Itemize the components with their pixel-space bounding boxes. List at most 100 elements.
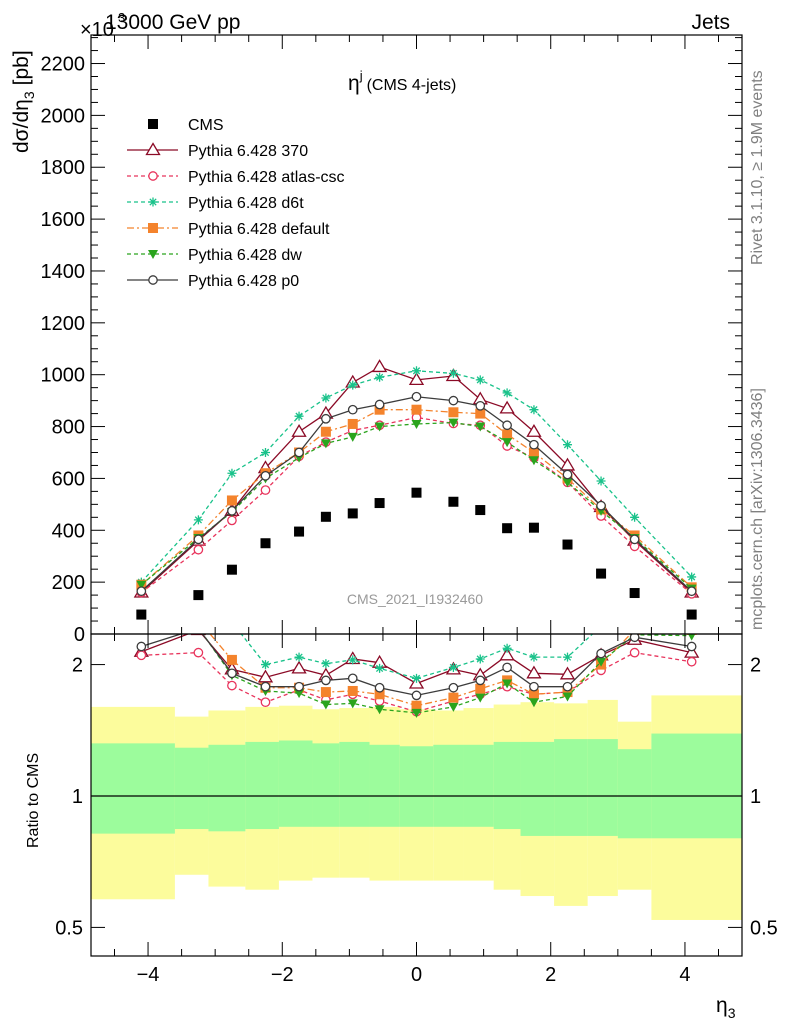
data-point-cms [562, 539, 573, 550]
ratio-point-pythia-6-428-d6t [475, 654, 485, 664]
ratio-point-pythia-6-428-d6t [321, 659, 331, 669]
ratio-point-pythia-6-428-p0 [136, 641, 147, 652]
ratio-point-pythia-6-428-370 [559, 666, 576, 680]
legend-item-pythia-6-428-p0: Pythia 6.428 p0 [127, 273, 299, 290]
data-point-pythia-6-428-p0 [321, 413, 331, 424]
ratio-line-pythia-6-428-atlas-csc [141, 651, 692, 713]
ratio-y-tick-label: 2 [72, 655, 83, 677]
series-line-pythia-6-428-atlas-csc [140, 416, 693, 595]
ratio-point-pythia-6-428-dw [374, 705, 385, 715]
y-tick-label: 800 [52, 417, 85, 439]
ratio-point-pythia-6-428-d6t [348, 655, 358, 665]
series-line-pythia-6-428-default [140, 409, 693, 588]
data-point-cms [193, 590, 204, 601]
band-bin [651, 733, 742, 839]
x-tick-label: 0 [411, 964, 422, 986]
ratio-point-pythia-6-428-default [320, 687, 331, 698]
data-point-pythia-6-428-d6t [260, 447, 270, 457]
data-point-pythia-6-428-p0 [227, 505, 237, 516]
data-point-pythia-6-428-dw [475, 422, 486, 432]
legend-marker [148, 250, 158, 259]
data-point-cms [136, 609, 147, 620]
data-point-pythia-6-428-dw [502, 438, 513, 448]
data-point-pythia-6-428-d6t [687, 572, 697, 582]
data-point-cms [226, 564, 237, 575]
series-line-pythia-6-428-d6t [140, 370, 693, 583]
data-point-pythia-6-428-370 [408, 372, 425, 386]
data-point-pythia-6-428-default [475, 408, 486, 419]
ratio-point-pythia-6-428-dw [562, 692, 573, 702]
band-bin [208, 744, 246, 832]
data-point-pythia-6-428-d6t [412, 366, 421, 376]
data-point-pythia-6-428-d6t [348, 380, 358, 390]
data-point-pythia-6-428-dw [448, 418, 459, 428]
ratio-point-pythia-6-428-p0 [502, 662, 512, 673]
band-bin [312, 743, 340, 827]
legend-marker [148, 223, 158, 233]
legend-marker [148, 197, 158, 207]
ratio-point-pythia-6-428-default [448, 692, 459, 703]
ratio-point-pythia-6-428-atlas-csc [260, 697, 271, 708]
ratio-point-pythia-6-428-d6t [529, 652, 539, 662]
ratio-point-pythia-6-428-default [226, 654, 237, 665]
ratio-point-pythia-6-428-p0 [596, 648, 606, 659]
main-y-axis-label: dσ/dη3[pb] [10, 50, 37, 153]
legend-label: Pythia 6.428 p0 [188, 273, 299, 290]
header-jets: Jets [691, 11, 730, 34]
ratio-y-tick-label-right: 0.5 [750, 917, 778, 939]
series-pythia-6-428-atlas-csc [136, 412, 697, 599]
ratio-point-pythia-6-428-370 [499, 647, 515, 661]
data-point-cms [374, 498, 385, 509]
data-point-pythia-6-428-default [226, 495, 237, 506]
ratio-point-pythia-6-428-dw [687, 634, 696, 641]
ratio-point-pythia-6-428-370 [291, 660, 307, 674]
band-bin [278, 740, 313, 827]
ratio-point-pythia-6-428-default [411, 700, 422, 711]
data-point-pythia-6-428-p0 [260, 470, 271, 481]
ratio-point-pythia-6-428-p0 [562, 681, 573, 692]
band-bin [463, 744, 494, 827]
ratio-point-pythia-6-428-d6t [412, 673, 421, 683]
legend-marker [148, 119, 158, 129]
data-point-pythia-6-428-dw [562, 478, 573, 488]
band-bin [174, 747, 209, 830]
ratio-point-pythia-6-428-default [475, 683, 486, 694]
ratio-y-tick-label: 1 [72, 786, 83, 808]
x-tick-label: −4 [137, 964, 160, 986]
legend-item-cms: CMS [148, 117, 224, 134]
ratio-point-pythia-6-428-atlas-csc [629, 647, 640, 658]
ratio-point-pythia-6-428-d6t [502, 643, 512, 653]
ratio-point-pythia-6-428-dw [475, 693, 486, 703]
series-line-pythia-6-428-dw [140, 422, 693, 590]
ratio-point-pythia-6-428-atlas-csc [193, 647, 204, 658]
ratio-point-pythia-6-428-default [528, 689, 539, 700]
legend-item-pythia-6-428-dw: Pythia 6.428 dw [127, 247, 302, 264]
ratio-y-axis-label: Ratio to CMS [25, 753, 42, 848]
data-point-pythia-6-428-default [347, 418, 358, 429]
y-tick-label: 1000 [41, 365, 86, 387]
legend-marker [148, 275, 158, 285]
legend: CMS Pythia 6.428 370 Pythia 6.428 atlas-cs… [127, 117, 345, 290]
ratio-point-pythia-6-428-p0 [347, 673, 358, 684]
data-point-pythia-6-428-dw [374, 422, 385, 432]
legend-item-pythia-6-428-atlas-csc: Pythia 6.428 atlas-csc [127, 169, 345, 186]
data-point-pythia-6-428-dw [347, 432, 358, 442]
band-bin [493, 741, 521, 830]
ratio-point-pythia-6-428-d6t [294, 652, 304, 662]
ratio-point-pythia-6-428-p0 [529, 681, 539, 692]
y-exponent-power: 3 [118, 10, 125, 25]
data-point-cms [320, 511, 331, 522]
data-point-pythia-6-428-p0 [686, 586, 697, 597]
data-point-pythia-6-428-p0 [596, 500, 606, 511]
data-point-cms [596, 568, 607, 579]
ratio-point-pythia-6-428-p0 [321, 675, 331, 686]
ratio-point-pythia-6-428-d6t [194, 619, 203, 628]
data-point-pythia-6-428-p0 [629, 534, 640, 545]
uncertainty-band-inner [91, 733, 742, 839]
band-bin [587, 739, 618, 836]
ratio-point-pythia-6-428-default [374, 689, 385, 700]
data-point-pythia-6-428-atlas-csc [193, 544, 204, 555]
data-point-pythia-6-428-p0 [193, 534, 204, 545]
y-tick-label: 2000 [41, 105, 86, 127]
